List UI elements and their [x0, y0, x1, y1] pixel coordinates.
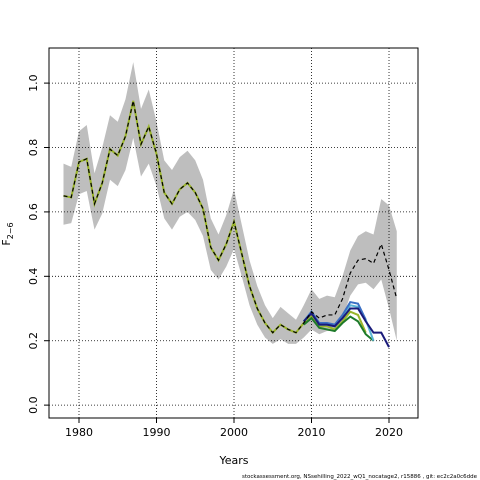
y-tick-label: 0.8	[27, 139, 40, 157]
y-tick-label: 0.6	[27, 203, 40, 221]
confidence-band	[63, 62, 397, 344]
retro-line	[303, 315, 375, 342]
x-axis-label: Years	[218, 454, 248, 467]
x-tick-label: 1990	[142, 426, 170, 439]
retro-line	[303, 307, 390, 348]
y-tick-label: 0.0	[27, 396, 40, 414]
y-tick-label: 1.0	[27, 74, 40, 92]
x-tick-label: 2010	[298, 426, 326, 439]
x-tick-label: 1980	[65, 426, 93, 439]
x-tick-label: 2020	[375, 426, 403, 439]
y-tick-label: 0.4	[27, 268, 40, 286]
x-tick-label: 2000	[220, 426, 248, 439]
footer: stockassessment.org, NSsehilling_2022_wQ…	[242, 474, 478, 480]
y-axis-label-main: F	[0, 239, 13, 245]
y-axis-label-sub: 2−6	[6, 222, 15, 239]
y-axis-label: F2−6	[0, 222, 15, 245]
y-tick-label: 0.2	[27, 332, 40, 350]
plot-frame	[48, 47, 419, 419]
main-line	[63, 100, 398, 334]
